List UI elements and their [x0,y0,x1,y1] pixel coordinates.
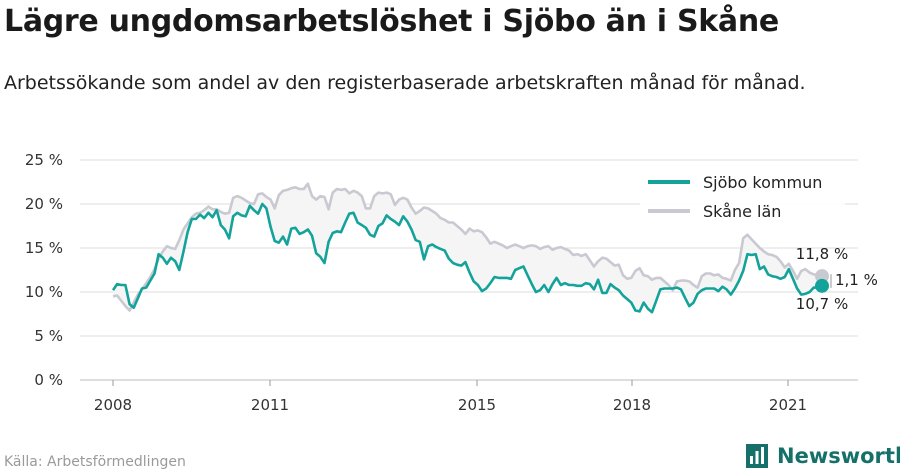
difference-label: 1,1 % [835,271,878,289]
x-tick-label: 2015 [458,396,496,414]
x-tick-label: 2011 [251,396,289,414]
x-tick-label: 2018 [613,396,651,414]
legend-background [640,168,845,230]
x-tick-label: 2008 [94,396,132,414]
end-label-skane-lan: 11,8 % [796,245,848,263]
difference-area [113,183,822,313]
chart-subtitle: Arbetssökande som andel av den registerb… [4,72,806,94]
brand-logo: Newsworthy [745,441,900,471]
end-point-skane-lan [815,269,829,284]
y-tick-label: 10 % [25,283,63,301]
y-tick-label: 0 % [34,371,63,389]
series-line-skane-lan [112,182,823,312]
y-tick-label: 20 % [25,195,63,213]
bar-chart-logo-icon [746,444,768,468]
end-point-sjobo-kommun [815,278,829,293]
end-label-sjobo-kommun: 10,7 % [796,295,848,313]
brand-name: Newsworthy [777,444,900,468]
chart-title: Lägre ungdomsarbetslöshet i Sjöbo än i S… [4,4,779,39]
y-tick-label: 5 % [34,327,63,345]
y-tick-label: 25 % [25,151,63,169]
x-tick-label: 2021 [769,396,807,414]
legend-label-sjobo-kommun: Sjöbo kommun [703,173,822,192]
source-note: Källa: Arbetsförmedlingen [4,454,186,470]
legend-label-skane-lan: Skåne län [703,202,781,221]
y-tick-label: 15 % [25,239,63,257]
series-line-sjobo-kommun [111,202,823,314]
